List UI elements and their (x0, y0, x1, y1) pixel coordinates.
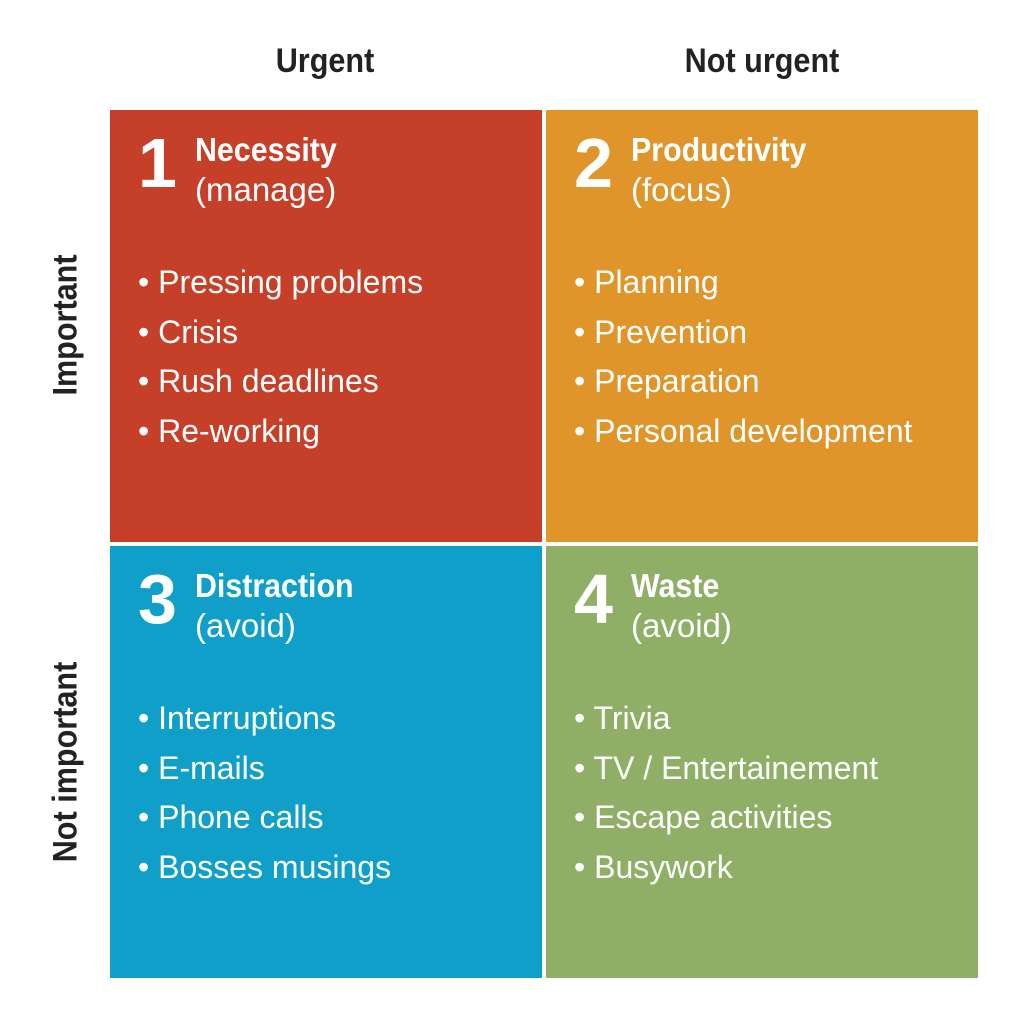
quadrant-title: Productivity (631, 131, 807, 168)
quadrant-items: TriviaTV / EntertainementEscape activiti… (574, 694, 879, 893)
list-item: TV / Entertainement (574, 744, 879, 794)
quadrant-necessity: 1 Necessity(manage) Pressing problemsCrisi… (110, 110, 542, 542)
quadrant-subtitle: (focus) (631, 171, 732, 208)
list-item: Rush deadlines (138, 357, 423, 407)
quadrant-subtitle: (avoid) (631, 607, 732, 644)
list-item: Re-working (138, 407, 423, 457)
list-item: Trivia (574, 694, 878, 744)
list-item: Crisis (138, 308, 423, 358)
quadrant-subtitle: (manage) (195, 171, 337, 208)
quadrant-number: 4 (574, 560, 613, 638)
quadrant-title: Waste (631, 567, 720, 604)
quadrant-items: PlanningPreventionPreparationPersonal de… (574, 258, 913, 457)
list-item: Phone calls (138, 793, 391, 843)
quadrant-title: Necessity (195, 131, 337, 168)
list-item: Busywork (574, 843, 878, 893)
row-header-important: Important (46, 254, 85, 396)
column-header-not-urgent: Not urgent (684, 42, 840, 80)
list-item: Interruptions (138, 694, 391, 744)
list-item: E-mails (138, 744, 391, 794)
list-item: Planning (574, 258, 913, 308)
quadrant-productivity: 2 Productivity(focus) PlanningPreventionPr… (546, 110, 978, 542)
list-item: Bosses musings (138, 843, 391, 893)
quadrant-waste: 4 Waste(avoid) TriviaTV / EntertainementEs… (546, 546, 978, 978)
quadrant-items: InterruptionsE-mailsPhone callsBosses mu… (138, 694, 391, 892)
quadrant-distraction: 3 Distraction(avoid) InterruptionsE-mailsP… (110, 546, 542, 978)
quadrant-subtitle: (avoid) (195, 607, 296, 644)
list-item: Pressing problems (138, 258, 423, 308)
row-header-not-important: Not important (46, 661, 85, 863)
quadrant-title: Distraction (195, 567, 354, 604)
column-header-urgent: Urgent (275, 42, 375, 80)
quadrant-number: 1 (138, 124, 177, 202)
quadrant-number: 3 (138, 560, 177, 638)
quadrant-items: Pressing problemsCrisisRush deadlinesRe-… (138, 258, 423, 456)
list-item: Escape activities (574, 793, 878, 843)
list-item: Preparation (574, 357, 913, 407)
list-item: Personal development (574, 407, 912, 457)
list-item: Prevention (574, 308, 913, 358)
quadrant-number: 2 (574, 124, 613, 202)
